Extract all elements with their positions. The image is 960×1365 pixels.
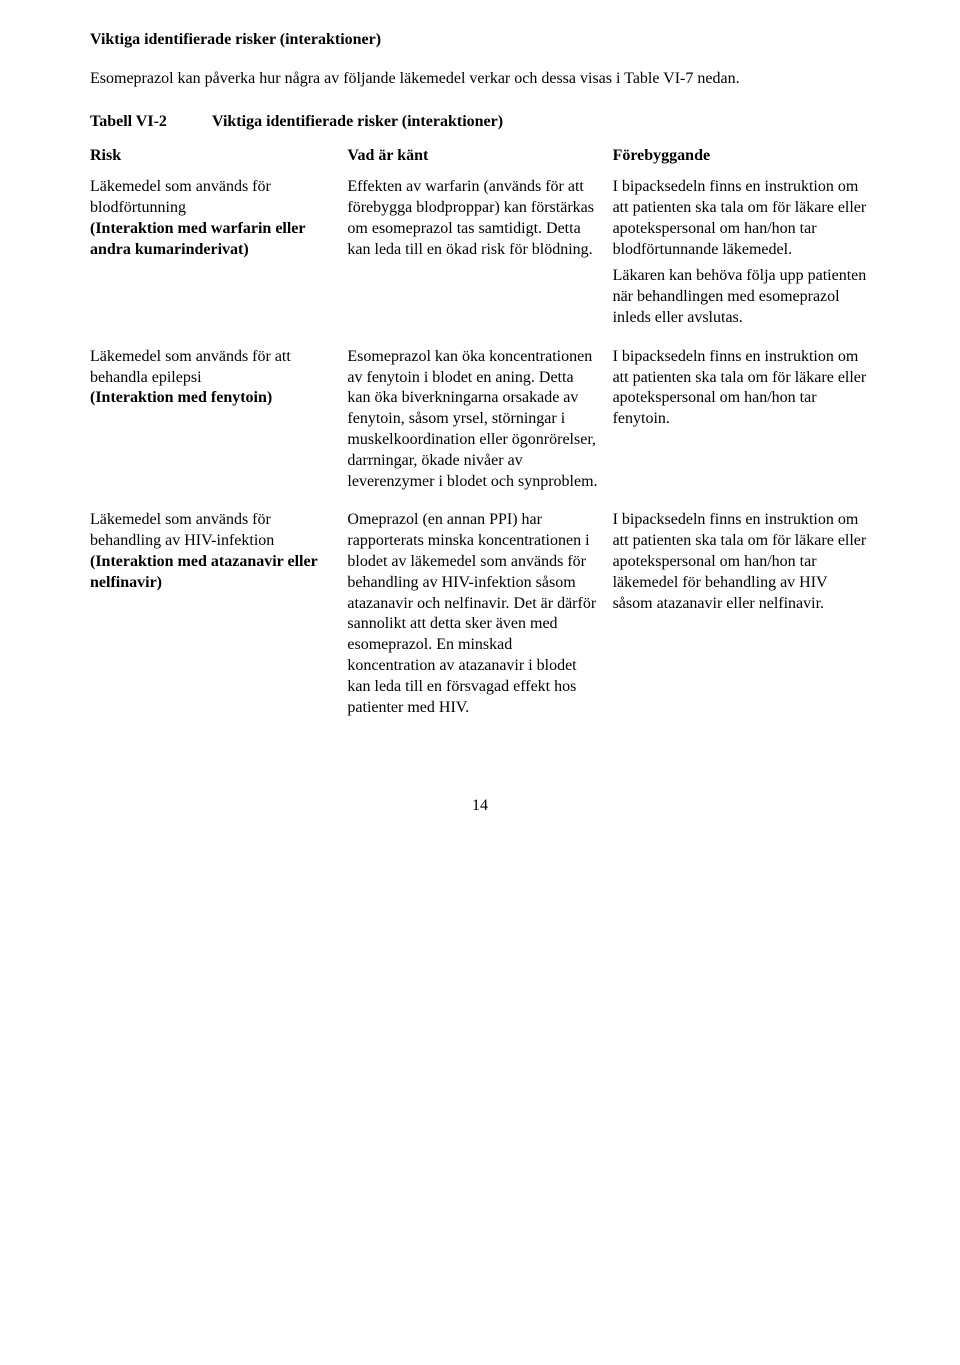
cell-known: Effekten av warfarin (används för att fö… xyxy=(347,177,612,347)
table-label: Tabell VI-2 xyxy=(90,112,208,133)
table-caption: Tabell VI-2 Viktiga identifierade risker… xyxy=(90,112,870,133)
cell-risk: Läkemedel som används för blodförtunning… xyxy=(90,177,347,347)
cell-risk: Läkemedel som används för behandling av … xyxy=(90,510,347,736)
prevent-para: Läkaren kan behöva följa upp patienten n… xyxy=(613,266,870,328)
cell-risk: Läkemedel som används för att behandla e… xyxy=(90,347,347,511)
col-header-prevent: Förebyggande xyxy=(613,146,870,177)
section-heading: Viktiga identifierade risker (interaktio… xyxy=(90,30,870,51)
col-header-risk: Risk xyxy=(90,146,347,177)
risk-bold-text: (Interaktion med fenytoin) xyxy=(90,389,272,406)
prevent-para: I bipacksedeln finns en instruktion om a… xyxy=(613,177,870,260)
cell-known: Omeprazol (en annan PPI) har rapporterat… xyxy=(347,510,612,736)
col-header-known: Vad är känt xyxy=(347,146,612,177)
risk-plain-text: Läkemedel som används för behandling av … xyxy=(90,511,274,549)
prevent-para: I bipacksedeln finns en instruktion om a… xyxy=(613,510,870,614)
risk-table: Risk Vad är känt Förebyggande Läkemedel … xyxy=(90,146,870,736)
risk-bold-text: (Interaktion med warfarin eller andra ku… xyxy=(90,220,305,258)
cell-prevent: I bipacksedeln finns en instruktion om a… xyxy=(613,347,870,511)
cell-known: Esomeprazol kan öka koncentrationen av f… xyxy=(347,347,612,511)
table-header-row: Risk Vad är känt Förebyggande xyxy=(90,146,870,177)
prevent-para: I bipacksedeln finns en instruktion om a… xyxy=(613,347,870,430)
cell-prevent: I bipacksedeln finns en instruktion om a… xyxy=(613,177,870,347)
risk-plain-text: Läkemedel som används för blodförtunning xyxy=(90,178,271,216)
page-number: 14 xyxy=(90,796,870,817)
risk-plain-text: Läkemedel som används för att behandla e… xyxy=(90,348,291,386)
table-row: Läkemedel som används för att behandla e… xyxy=(90,347,870,511)
cell-prevent: I bipacksedeln finns en instruktion om a… xyxy=(613,510,870,736)
table-row: Läkemedel som används för blodförtunning… xyxy=(90,177,870,347)
intro-paragraph: Esomeprazol kan påverka hur några av föl… xyxy=(90,69,870,90)
risk-bold-text: (Interaktion med atazanavir eller nelfin… xyxy=(90,553,317,591)
table-row: Läkemedel som används för behandling av … xyxy=(90,510,870,736)
table-caption-title: Viktiga identifierade risker (interaktio… xyxy=(212,113,503,130)
